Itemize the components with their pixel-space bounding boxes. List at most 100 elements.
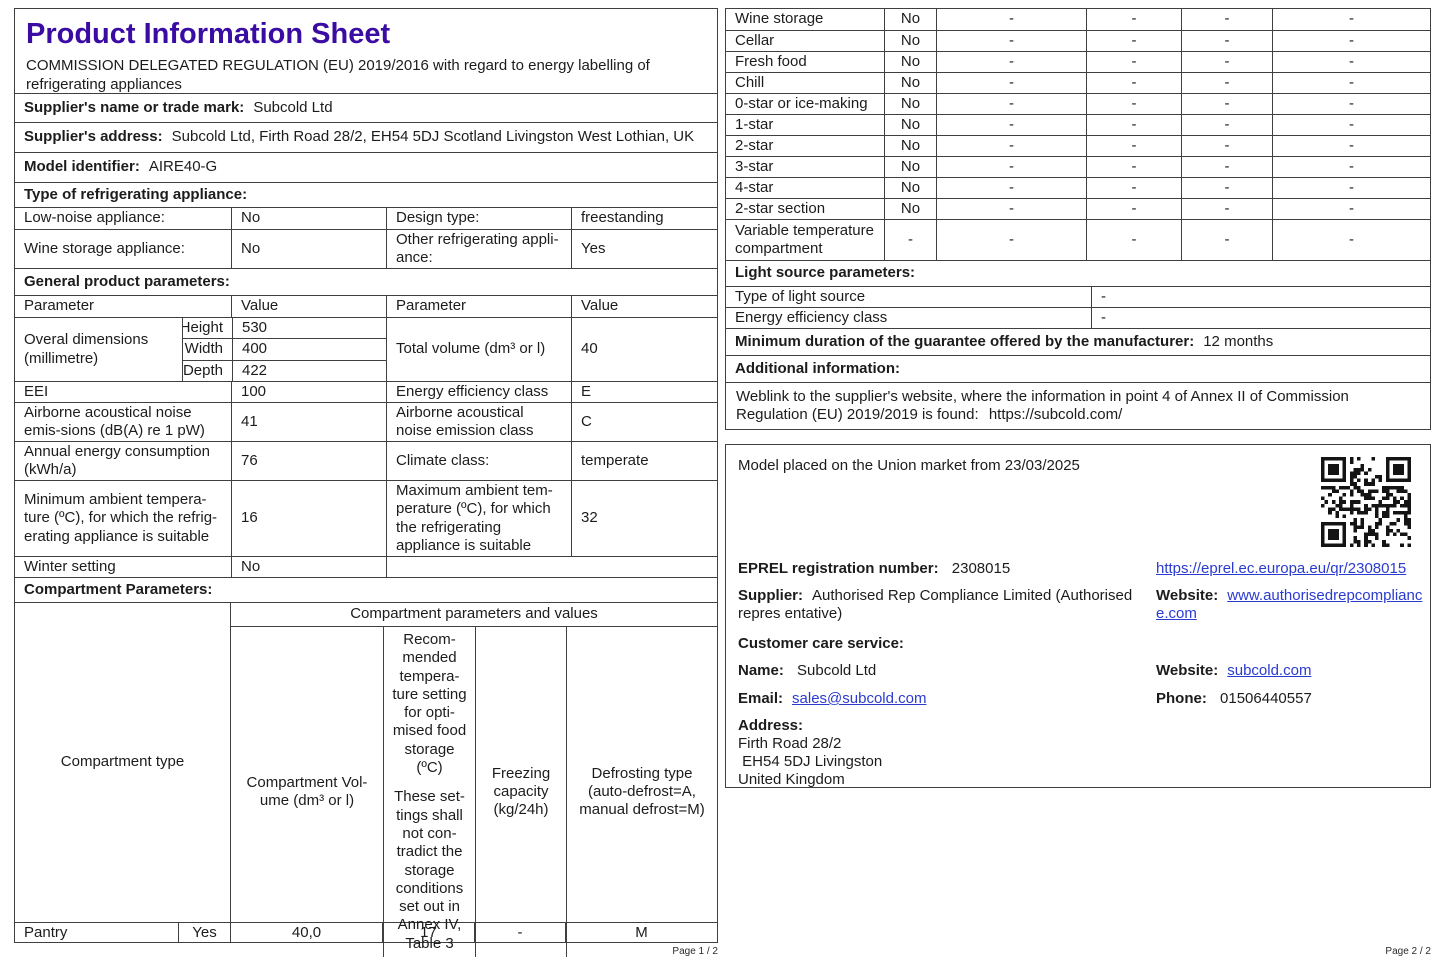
param-label: Airborne acoustical noise emis-sions (dB… [24,403,205,439]
compartment-present-cell: No [884,31,936,51]
compartment-type-cell: Variable temperature compartment [735,221,874,257]
dimension-name: Depth [183,361,223,379]
supplier-row: Supplier: Authorised Rep Compliance Limit… [738,587,1150,624]
table-row: Fresh food No - - - - [726,51,1430,72]
email-link[interactable]: sales@subcold.com [792,690,927,707]
care-email-row: Email: sales@subcold.com [738,690,926,708]
care-website-row: Website: subcold.com [1156,662,1311,680]
compartment-volume-cell: 40,0 [230,923,382,943]
supplier-name-label: Supplier's name or trade mark: [24,98,245,116]
compartment-freezing-cell: - [1181,157,1272,177]
regulation-subtitle: COMMISSION DELEGATED REGULATION (EU) 201… [26,57,650,93]
param-label: Other refrigerating appli-ance: [386,230,571,268]
table-row: Chill No - - - - [726,72,1430,93]
supplier-name-value: Subcold Ltd [253,98,333,116]
table-row: Wine storage appliance: No Other refrige… [15,229,717,268]
compartment-present-cell: No [884,136,936,156]
compartment-freezing-cell: - [1181,220,1272,260]
compartment-type-cell: Chill [735,73,765,91]
compartment-temp-cell: - [1086,31,1181,51]
dimension-name: Height [183,319,223,337]
compartment-volume-cell: - [936,220,1086,260]
light-section-row: Light source parameters: [726,260,1430,286]
compartment-present-cell: No [884,157,936,177]
compartment-temp-cell: - [1086,178,1181,198]
param-value: No [231,208,386,229]
compartment-freezing-cell: - [1181,73,1272,93]
compartment-defrost-cell: - [1272,136,1430,156]
compartment-temp-cell: - [1086,115,1181,135]
compartment-temp-cell: - [1086,94,1181,114]
dimensions-subtable: Height 530 Width 400 Depth 422 [182,318,386,381]
compartment-temp-cell: - [1086,157,1181,177]
compartment-defrost-cell: - [1272,52,1430,72]
supplier-name-row: Supplier's name or trade mark: Subcold L… [15,93,717,122]
general-section-row: General product parameters: [15,268,717,295]
compartment-defrost-cell: - [1272,157,1430,177]
page-2-footer: Page 2 / 2 [1385,946,1431,957]
param-value: No [231,230,386,268]
placed-on-market-text: Model placed on the Union market from 23… [738,457,1080,474]
table-row: 3-star No - - - - [726,156,1430,177]
dimensions-label: Overal dimensions (millimetre) [24,331,149,367]
table-row: 0-star or ice-making No - - - - [726,93,1430,114]
compartment-span-header: Compartment parameters and values [231,603,717,627]
table-row: Pantry Yes 40,0 17 - M [15,922,717,943]
compartment-section-row: Compartment Parameters: [15,577,717,602]
column-header: Parameter [24,297,95,315]
param-label: EEI [24,382,49,400]
dimension-width-row: Width 400 [183,338,386,360]
compartment-present-cell: No [884,73,936,93]
supplier-label: Supplier: [738,587,804,604]
dimension-value: 422 [232,360,386,381]
param-empty [386,557,717,577]
table-row: 1-star No - - - - [726,114,1430,135]
model-identifier-row: Model identifier: AIRE40-G [15,152,717,182]
temperature-header-text: Recom-mended tempera-ture setting for op… [392,631,467,777]
compartment-present-cell: No [884,94,936,114]
compartment-freezing-cell: - [1181,178,1272,198]
compartment-type-cell: Pantry [24,923,68,941]
param-label: Minimum ambient tempera-ture (ºC), for w… [24,491,218,545]
eprel-link[interactable]: https://eprel.ec.europa.eu/qr/2308015 [1156,560,1407,577]
compartment-type-cell: 0-star or ice-making [735,94,868,112]
compartment-type-cell: 1-star [735,115,774,133]
light-param-value: - [1091,287,1430,307]
param-value: temperate [571,442,717,480]
market-info-box: Model placed on the Union market from 23… [725,444,1431,788]
compartment-temp-cell: - [1086,220,1181,260]
compartment-volume-cell: - [936,115,1086,135]
care-phone-row: Phone: 01506440557 [1156,690,1312,708]
document-header: Product Information Sheet COMMISSION DEL… [15,9,717,93]
table-row: Wine storage No - - - - [726,9,1430,30]
table-row: Energy efficiency class - [726,307,1430,328]
table-row: Annual energy consumption (kWh/a) 76 Cli… [15,441,717,480]
compartment-subheaders: Compartment Vol-ume (dm³ or l) Recom-men… [231,627,717,958]
param-label: Climate class: [386,442,571,480]
model-identifier-label: Model identifier: [24,158,140,176]
model-identifier-value: AIRE40-G [148,158,218,176]
volume-column-header: Compartment Vol-ume (dm³ or l) [231,627,383,957]
compartment-freezing-cell: - [1181,9,1272,30]
table-row: Cellar No - - - - [726,30,1430,51]
care-website-link[interactable]: subcold.com [1227,662,1312,679]
defrost-column-header: Defrosting type (auto-defrost=A, manual … [566,627,717,958]
table-row: Winter setting No [15,556,717,577]
param-value: 16 [231,481,386,556]
page-title: Product Information Sheet [26,18,391,50]
compartment-freezing-cell: - [1181,115,1272,135]
compartment-temp-cell: - [1086,199,1181,219]
compartment-freezing-cell: - [1181,94,1272,114]
table-row: EEI 100 Energy efficiency class E [15,381,717,402]
compartment-defrost-cell: - [1272,73,1430,93]
param-value: freestanding [571,208,717,229]
email-label: Email: [738,690,784,707]
compartment-temp-cell: - [1086,73,1181,93]
compartment-volume-cell: - [936,9,1086,30]
compartment-temp-cell: 17 [382,923,474,943]
compartment-present-cell: No [884,178,936,198]
compartment-type-cell: 2-star section [735,199,826,217]
supplier-website-link[interactable]: www.authorisedrepcompliance.com [1156,587,1423,623]
compartment-temp-cell: - [1086,52,1181,72]
compartment-freezing-cell: - [1181,31,1272,51]
